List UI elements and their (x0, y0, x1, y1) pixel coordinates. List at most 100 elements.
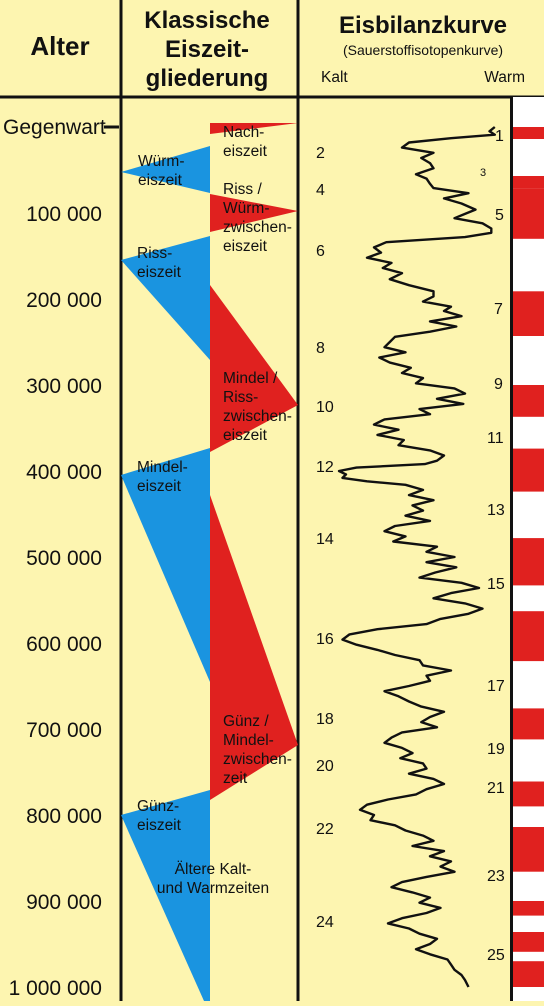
glacial-wuerm-label-1: Würm- (138, 153, 185, 170)
header-curve-subtitle: (Sauerstoffisotopenkurve) (343, 42, 503, 58)
warm-stage-band-block (513, 708, 544, 740)
warm-stage-band-block (513, 901, 544, 916)
age-label-900k: 900 000 (26, 891, 102, 914)
warm-stage-band-block (513, 385, 544, 417)
warm-stage-band-block (513, 961, 544, 987)
older-periods-label-1: Ältere Kalt- (175, 861, 252, 878)
age-label-400k: 400 000 (26, 461, 102, 484)
stage-number: 3 (480, 167, 486, 179)
glacial-mindel-shape (121, 448, 210, 682)
stage-number: 2 (316, 145, 325, 162)
age-label-present: Gegenwart (3, 116, 106, 139)
stage-numbers-even: 2 4 6 8 10 12 14 16 18 20 22 24 (316, 145, 334, 931)
interglacial-mindel-riss-label-2: Riss- (223, 389, 258, 406)
interglacial-holocene-label-2: eiszeit (223, 143, 268, 160)
header-classic-line-3: gliederung (146, 65, 269, 92)
interglacial-guenz-mindel-label-1: Günz / (223, 713, 269, 730)
glacial-wuerm-shape (121, 146, 210, 193)
interglacial-mindel-riss-label-3: zwischen- (223, 408, 292, 425)
glacial-riss-label-2: eiszeit (137, 264, 182, 281)
stage-numbers-odd: 1 3 5 7 9 11 13 15 17 19 21 23 25 (480, 128, 505, 964)
stage-number: 12 (316, 459, 334, 476)
glacial-riss-label-1: Riss- (137, 245, 172, 262)
interglacial-labels: Nach- eiszeit Riss / Würm- zwischen- eis… (223, 124, 292, 787)
warm-stage-band-block (513, 932, 544, 952)
interglacial-guenz-mindel-shape (210, 495, 298, 800)
stage-number: 19 (487, 741, 505, 758)
interglacial-riss-wuerm-label-3: zwischen- (223, 219, 292, 236)
interglacial-mindel-riss-shape (210, 285, 298, 452)
age-label-100k: 100 000 (26, 203, 102, 226)
interglacial-mindel-riss-label-1: Mindel / (223, 370, 278, 387)
glacial-riss-shape (121, 236, 210, 360)
warm-stage-band-block (513, 611, 544, 662)
warm-stage-band-block (513, 127, 544, 139)
interglacial-riss-wuerm-label-1: Riss / (223, 181, 262, 198)
interglacial-guenz-mindel-label-3: zwischen- (223, 751, 292, 768)
stage-number: 7 (494, 301, 503, 318)
stage-number: 6 (316, 243, 325, 260)
glacial-mindel-label-2: eiszeit (137, 478, 182, 495)
header-classic-line-2: Eiszeit- (165, 36, 249, 63)
stage-number: 21 (487, 780, 505, 797)
glacial-guenz-shape (121, 790, 210, 1001)
age-label-500k: 500 000 (26, 547, 102, 570)
stage-number: 13 (487, 502, 505, 519)
stage-number: 11 (487, 430, 504, 447)
stage-number: 9 (494, 376, 503, 393)
older-periods-label-2: und Warmzeiten (157, 880, 269, 897)
stage-number: 5 (495, 207, 504, 224)
stage-number: 17 (487, 678, 505, 695)
label-cold: Kalt (321, 69, 348, 86)
interglacial-riss-wuerm-label-2: Würm- (223, 200, 270, 217)
interglacial-riss-wuerm-label-4: eiszeit (223, 238, 268, 255)
header-curve-title: Eisbilanzkurve (339, 12, 507, 39)
stage-number: 23 (487, 868, 505, 885)
glacial-guenz-label-2: eiszeit (137, 817, 182, 834)
stage-number: 20 (316, 758, 334, 775)
warm-stage-band-block (513, 291, 544, 336)
warm-stage-band-block (513, 448, 544, 492)
isotope-curve-line (337, 126, 496, 988)
warm-stage-band-block (513, 827, 544, 872)
age-label-300k: 300 000 (26, 375, 102, 398)
label-warm: Warm (484, 69, 525, 86)
warm-stage-band-block (513, 781, 544, 807)
warm-stage-band-block (513, 176, 544, 188)
glacial-labels: Würm- eiszeit Riss- eiszeit Mindel- eisz… (137, 153, 188, 834)
stage-band (510, 97, 544, 1001)
stage-number: 8 (316, 340, 325, 357)
stage-number: 24 (316, 914, 334, 931)
warm-stage-band-block (513, 538, 544, 586)
stage-number: 14 (316, 531, 334, 548)
stage-number: 10 (316, 399, 334, 416)
interglacial-holocene-shape (210, 123, 298, 134)
glacial-wuerm-label-2: eiszeit (138, 172, 183, 189)
stage-number: 15 (487, 576, 505, 593)
header-classic-line-1: Klassische (144, 7, 269, 34)
interglacial-holocene-label-1: Nach- (223, 124, 264, 141)
stage-number: 22 (316, 821, 334, 838)
stage-number: 25 (487, 947, 505, 964)
classic-periods (121, 123, 298, 1001)
stage-number: 18 (316, 711, 334, 728)
age-label-700k: 700 000 (26, 719, 102, 742)
glacial-mindel-label-1: Mindel- (137, 459, 188, 476)
interglacial-mindel-riss-label-4: eiszeit (223, 427, 268, 444)
age-label-1m: 1 000 000 (9, 977, 102, 1000)
age-label-800k: 800 000 (26, 805, 102, 828)
age-label-600k: 600 000 (26, 633, 102, 656)
age-axis: Gegenwart 100 000 200 000 300 000 400 00… (3, 116, 119, 1000)
age-label-200k: 200 000 (26, 289, 102, 312)
stage-number: 4 (316, 182, 325, 199)
interglacial-riss-wuerm-shape (210, 194, 298, 232)
glacial-guenz-label-1: Günz- (137, 798, 179, 815)
interglacial-guenz-mindel-label-4: zeit (223, 770, 248, 787)
band-border (510, 97, 513, 1001)
header-age: Alter (30, 31, 89, 61)
stage-number: 16 (316, 631, 334, 648)
stage-number: 1 (495, 128, 504, 145)
